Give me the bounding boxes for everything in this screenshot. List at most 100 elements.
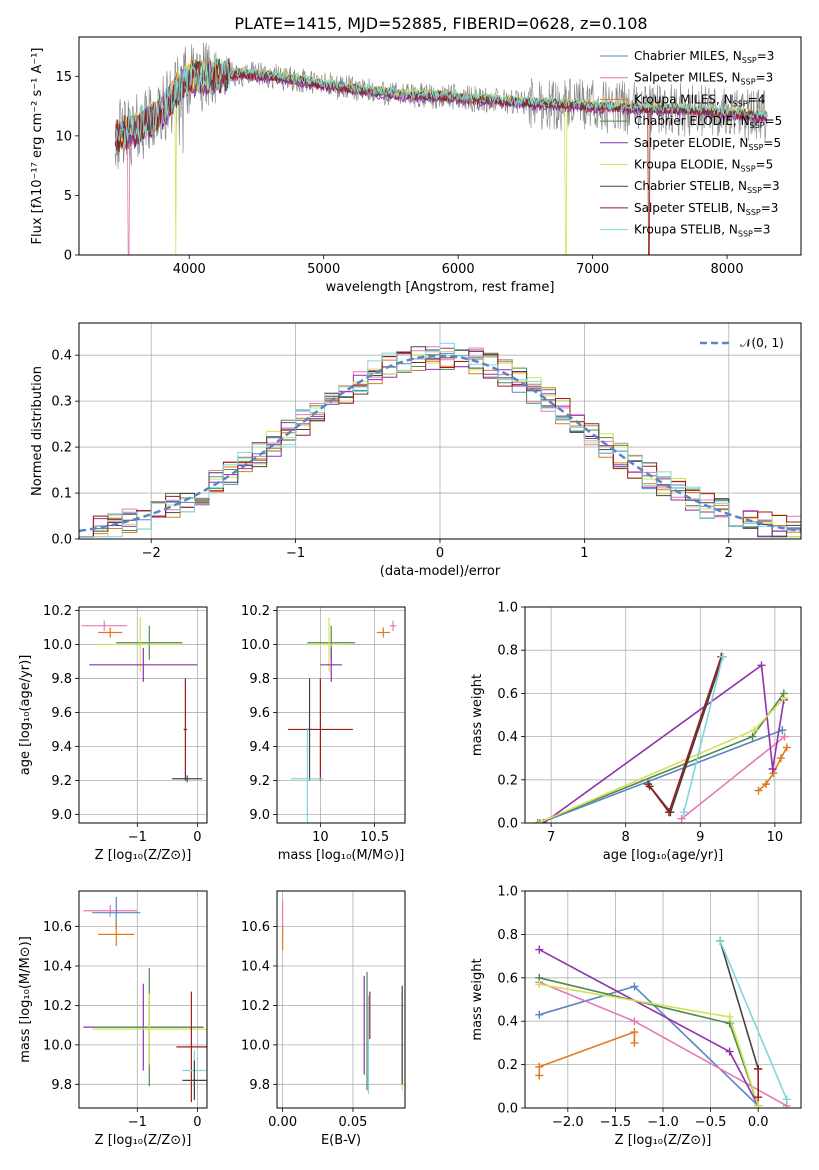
- errorbar-kroupa-miles: [98, 627, 123, 638]
- plots: Chabrier MILES, NSSP=3 Salpeter MILES, NS…: [18, 36, 802, 1148]
- y-tick-label: 10.2: [241, 999, 270, 1014]
- x-tick-label: 10: [312, 830, 329, 845]
- x-axis-label: age [log₁₀(age/yr)]: [603, 848, 724, 863]
- y-axis-label: Flux [fλ10⁻¹⁷ erg cm⁻² s⁻¹ A⁻¹]: [30, 48, 45, 245]
- errorbar-chabrier-stelib: [182, 1060, 207, 1101]
- y-tick-label: 9.6: [51, 706, 72, 721]
- weight-line-salpeter-miles: [681, 735, 786, 820]
- weight-marker: [757, 661, 766, 670]
- x-tick-label: −1: [128, 1115, 147, 1130]
- x-tick-label: −1.0: [647, 1115, 679, 1130]
- spectrum-model-salpeter-stelib: [114, 58, 768, 255]
- x-axis-label: (data-model)/error: [380, 564, 501, 579]
- x-axis-label: mass [log₁₀(M/M⊙)]: [278, 848, 405, 863]
- errorbar-salpeter-miles: [389, 620, 397, 631]
- y-tick-label: 9.0: [249, 808, 270, 823]
- y-tick-label: 10.2: [241, 604, 270, 619]
- errorbar-kroupa-miles: [98, 922, 135, 947]
- x-tick-label: −1: [128, 830, 147, 845]
- x-tick-label: 5000: [307, 262, 340, 277]
- weight-line-salpeter-elodie: [538, 948, 759, 1107]
- y-axis-label: Normed distribution: [30, 366, 45, 496]
- errorbar-kroupa-miles: [376, 627, 390, 638]
- plot-area: [282, 900, 403, 1095]
- errorbar-salpeter-stelib: [183, 678, 188, 781]
- normal-curve: [79, 354, 801, 533]
- errorbar-kroupa-elodie: [92, 993, 207, 1065]
- y-tick-label: 0.0: [497, 817, 518, 832]
- y-tick-label: 10.0: [43, 1038, 72, 1053]
- x-tick-label: 10.5: [360, 830, 389, 845]
- x-tick-label: 8: [622, 830, 630, 845]
- errorbar-chabrier-stelib: [307, 678, 312, 781]
- panel-spectrum: Chabrier MILES, NSSP=3 Salpeter MILES, NS…: [30, 36, 802, 295]
- weight-marker: [782, 743, 791, 752]
- errorbar-salpeter-stelib: [176, 991, 207, 1103]
- y-tick-label: 9.8: [51, 1078, 72, 1093]
- y-tick-label: 0.4: [51, 349, 72, 364]
- weight-marker: [769, 769, 778, 778]
- y-tick-label: 0.1: [51, 487, 72, 502]
- y-axis-label: mass weight: [470, 674, 485, 756]
- x-axis-label: Z [log₁₀(Z/Z⊙)]: [615, 1133, 712, 1148]
- errorbar-kroupa-elodie: [98, 617, 183, 672]
- spectrum-legend: Chabrier MILES, NSSP=3 Salpeter MILES, NS…: [600, 49, 782, 239]
- y-tick-label: 1.0: [497, 601, 518, 616]
- axes-frame: [276, 890, 406, 1109]
- x-axis-label: wavelength [Angstrom, rest frame]: [326, 280, 555, 295]
- weight-marker: [750, 726, 759, 735]
- y-tick-label: 9.8: [249, 1078, 270, 1093]
- errorbar-kroupa-elodie: [307, 617, 351, 672]
- weight-marker: [534, 819, 543, 823]
- errorbar-chabrier-elodie: [116, 625, 183, 660]
- weight-marker: [754, 786, 763, 795]
- axes-frame: [78, 606, 208, 824]
- y-tick-label: 10.4: [241, 959, 270, 974]
- y-tick-label: 10: [55, 129, 72, 144]
- weight-line-chabrier-stelib: [647, 656, 724, 814]
- x-tick-label: 0: [193, 830, 201, 845]
- y-tick-label: 15: [55, 70, 72, 85]
- x-tick-label: 7: [547, 830, 555, 845]
- weight-marker: [761, 780, 770, 789]
- y-tick-label: 0.8: [497, 644, 518, 659]
- residuals-legend: 𝒩(0, 1): [700, 336, 784, 350]
- y-tick-label: 9.4: [249, 740, 270, 755]
- y-tick-label: 0.6: [497, 971, 518, 986]
- panel-weight-vs-age: 7 8 9 10 0.0 0.2 0.4 0.6 0.8 1.0 age [log₁₀(age/yr…: [470, 601, 802, 863]
- y-axis-label: mass weight: [470, 958, 485, 1040]
- x-tick-label: −0.5: [695, 1115, 727, 1130]
- weight-marker: [677, 814, 686, 823]
- histogram-kroupa-stelib: [79, 342, 801, 538]
- weight-marker: [630, 1038, 639, 1047]
- legend-entry: Kroupa ELODIE, NSSP=5: [634, 158, 773, 174]
- errorbar-salpeter-elodie: [320, 647, 343, 682]
- plot-area: [81, 617, 203, 783]
- axes-frame: [276, 606, 406, 824]
- y-tick-label: 0.0: [497, 1102, 518, 1117]
- x-tick-label: 6000: [442, 262, 475, 277]
- x-tick-label: 7000: [576, 262, 609, 277]
- y-tick-label: 9.2: [51, 774, 72, 789]
- plot-area: [79, 342, 801, 538]
- panel-mass-vs-z: −1 0 9.8 10.0 10.2 10.4 10.6 Z [log₁₀(Z/Z⊙)] mas…: [18, 890, 208, 1148]
- weight-marker: [748, 732, 757, 741]
- y-tick-label: 0.4: [497, 730, 518, 745]
- y-tick-label: 1.0: [497, 885, 518, 900]
- y-tick-label: 9.4: [51, 740, 72, 755]
- x-tick-label: 0: [193, 1115, 201, 1130]
- x-tick-label: 8000: [711, 262, 744, 277]
- weight-marker: [535, 819, 544, 823]
- weight-marker: [679, 808, 688, 817]
- y-tick-label: 10.4: [43, 959, 72, 974]
- weight-line-chabrier-miles: [539, 729, 783, 823]
- x-axis-label: Z [log₁₀(Z/Z⊙)]: [95, 1133, 192, 1148]
- legend-entry: Chabrier ELODIE, NSSP=5: [634, 114, 782, 130]
- y-tick-label: 5: [64, 189, 72, 204]
- y-tick-label: 0.2: [497, 773, 518, 788]
- weight-marker: [535, 1062, 544, 1071]
- y-tick-label: 10.2: [43, 999, 72, 1014]
- y-tick-label: 0.4: [497, 1015, 518, 1030]
- legend-entry: Salpeter MILES, NSSP=3: [634, 71, 773, 87]
- weight-line-kroupa-elodie: [539, 983, 759, 1107]
